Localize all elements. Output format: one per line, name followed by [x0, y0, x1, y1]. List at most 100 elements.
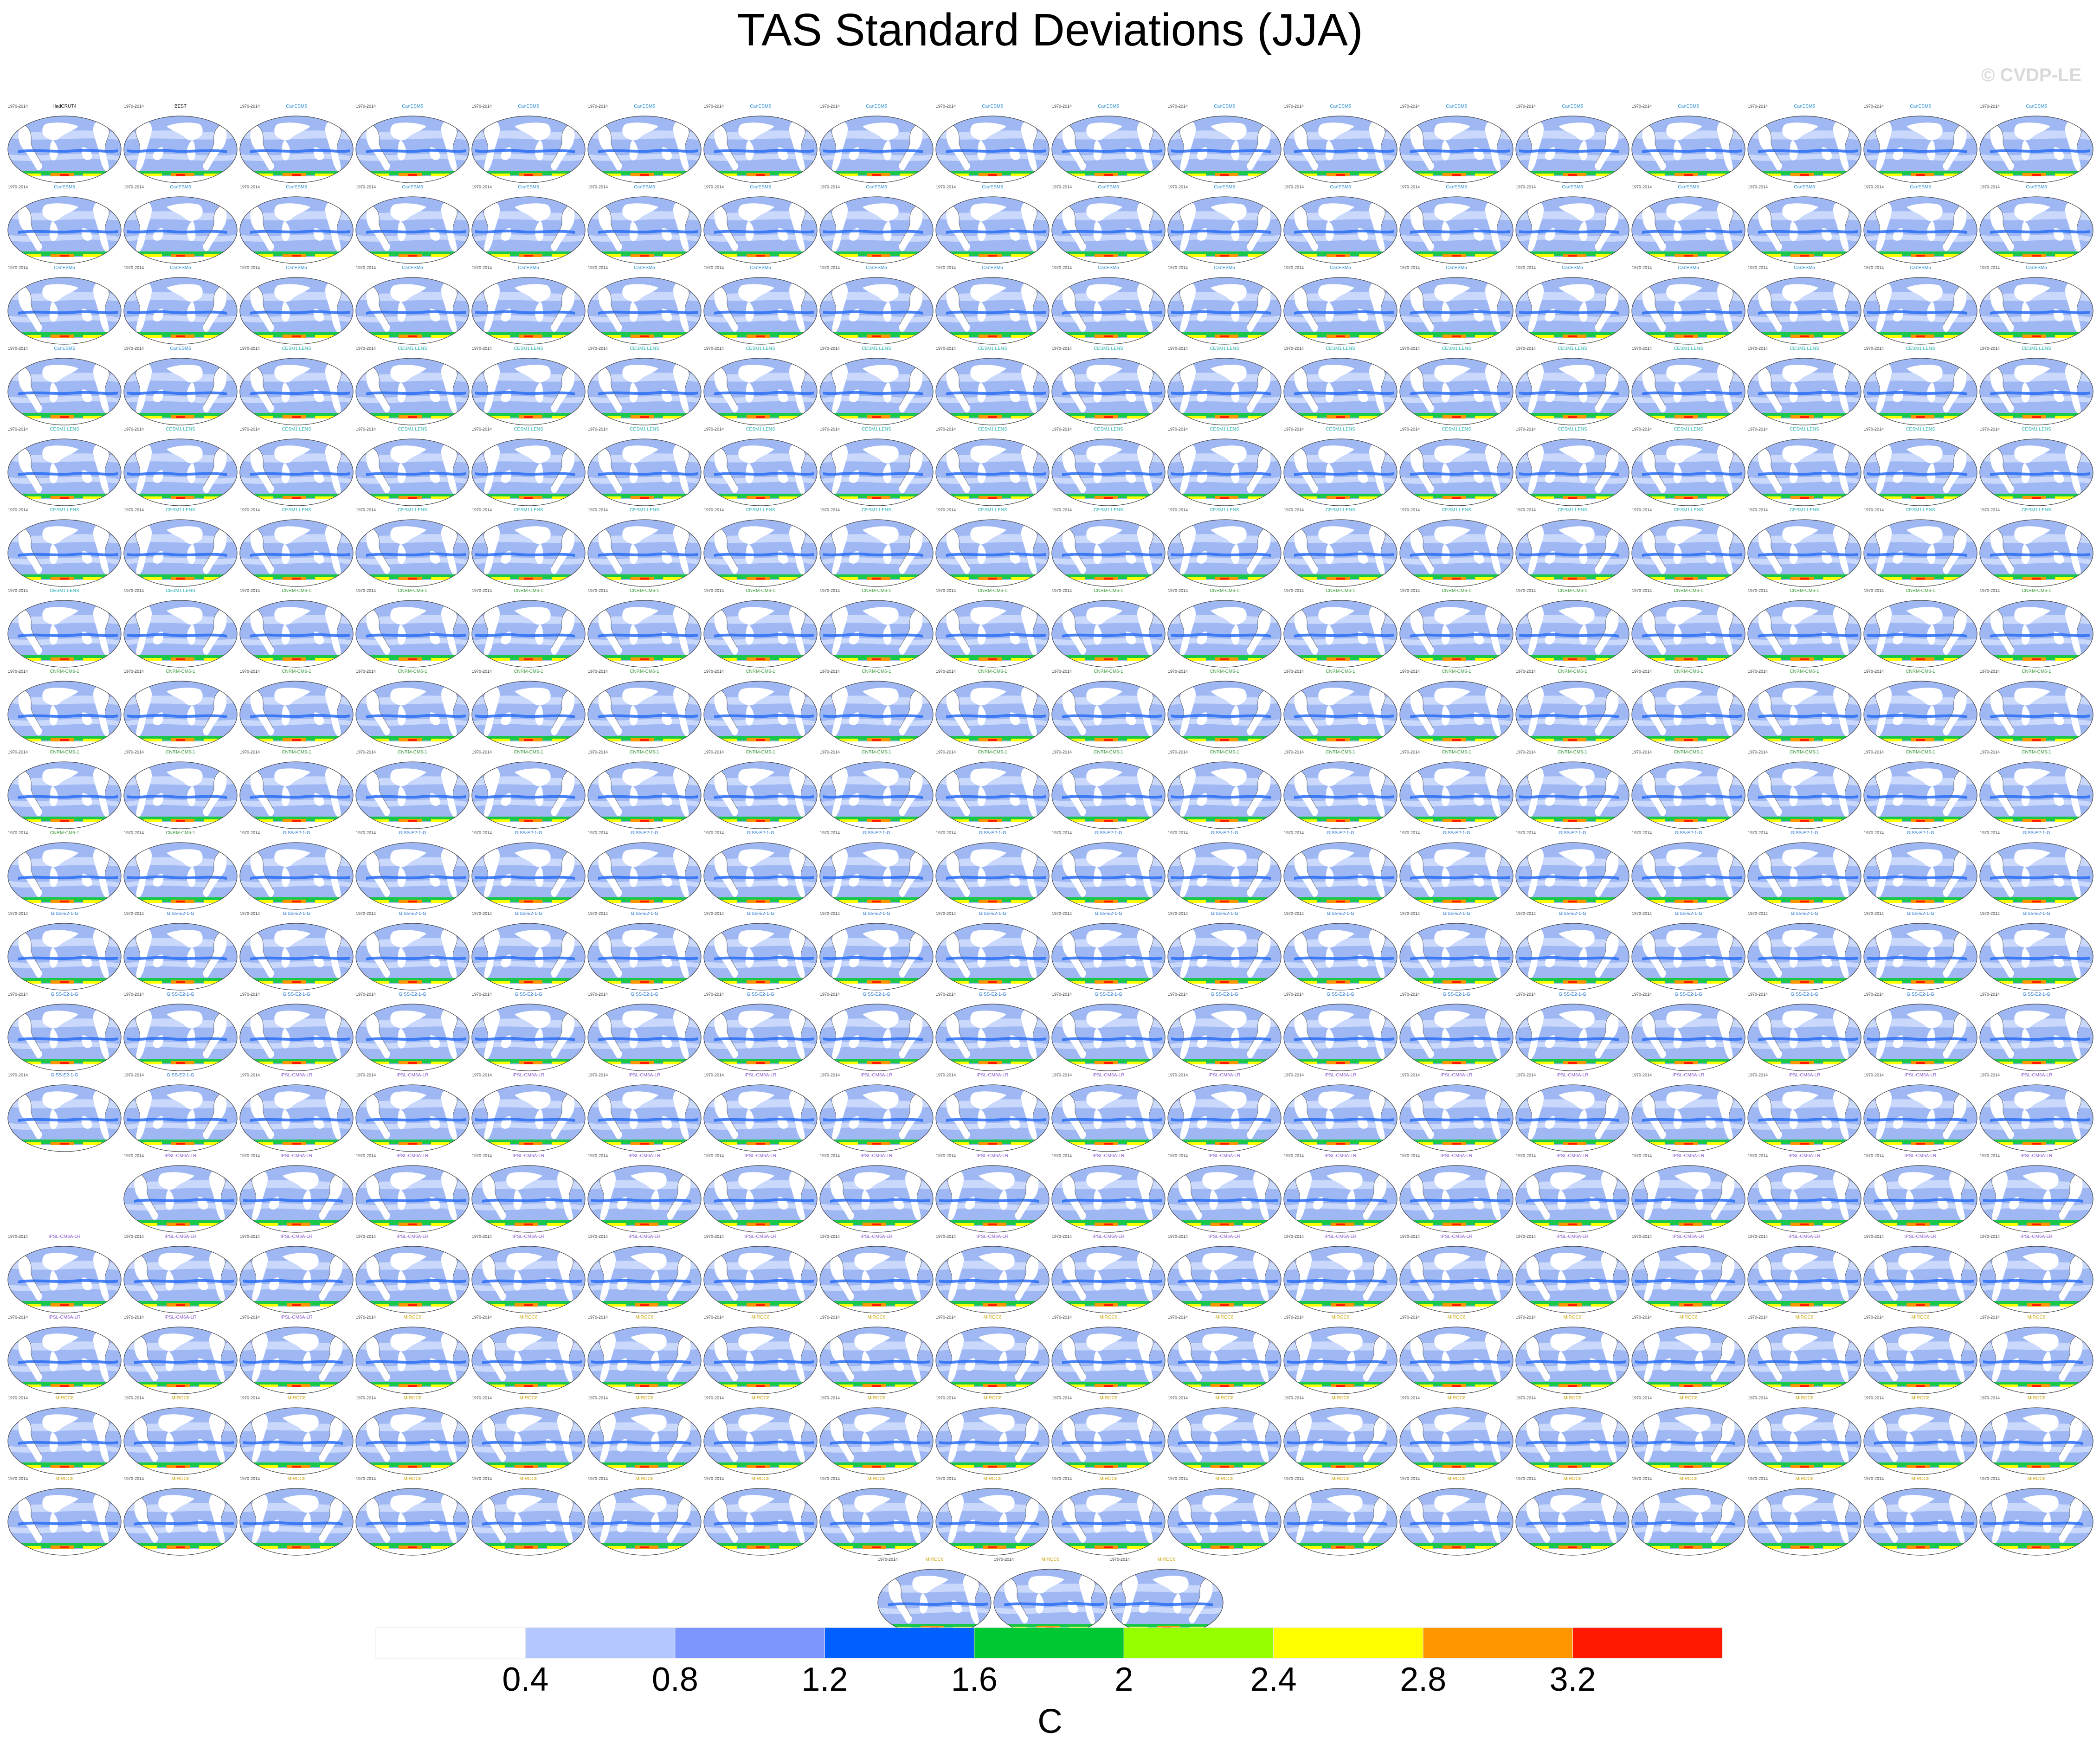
panel-title: MIROC6: [1100, 1396, 1118, 1401]
panel-period: 1970-2014: [240, 750, 260, 754]
map-panel: 1970-2014 IPSL-CM6A-LR: [355, 1153, 470, 1233]
map-panel: 1970-2014 CESM1 LENS: [355, 427, 470, 506]
map-panel: 1970-2014 CanESM5: [587, 185, 702, 264]
map-panel: 1970-2014 CESM1 LENS: [703, 427, 818, 506]
panel-title: MIROC6: [56, 1476, 74, 1481]
figure-title: TAS Standard Deviations (JJA): [737, 4, 1363, 55]
panel-title: IPSL-CM6A-LR: [629, 1073, 661, 1078]
panel-period: 1970-2014: [124, 911, 144, 916]
map-panel: 1970-2014 GISS-E2-1-G: [703, 911, 818, 991]
map-panel: 1970-2014 CanESM5: [1399, 265, 1514, 345]
map-panel: 1970-2014 IPSL-CM6A-LR: [1399, 1073, 1514, 1152]
panel-period: 1970-2014: [124, 1234, 144, 1239]
panel-title: CESM1 LENS: [1558, 508, 1587, 513]
panel-title: CESM1 LENS: [50, 588, 79, 593]
map-panel: 1970-2014 CESM1 LENS: [1515, 346, 1630, 425]
map-panel: 1970-2014 CNRM-CM6-1: [239, 588, 354, 668]
panel-period: 1970-2014: [124, 1073, 144, 1077]
panel-period: 1970-2014: [472, 427, 492, 431]
map-panel: 1970-2014 IPSL-CM6A-LR: [703, 1153, 818, 1233]
panel-title: GISS-E2-1-G: [399, 911, 426, 916]
panel-period: 1970-2014: [356, 669, 376, 674]
map-panel: 1970-2014 GISS-E2-1-G: [471, 831, 586, 910]
panel-period: 1970-2014: [8, 185, 28, 189]
map-panel: 1970-2014 CanESM5: [1979, 104, 2094, 183]
panel-period: 1970-2014: [472, 104, 492, 109]
map-panel: 1970-2014 MIROC6: [1979, 1315, 2094, 1394]
panel-period: 1970-2014: [1980, 750, 2000, 754]
panel-period: 1970-2014: [936, 508, 956, 512]
panel-title: IPSL-CM6A-LR: [745, 1234, 777, 1239]
panel-period: 1970-2014: [1168, 265, 1188, 270]
panel-title: IPSL-CM6A-LR: [1789, 1234, 1821, 1239]
map-panel: 1970-2014 IPSL-CM6A-LR: [1863, 1073, 1978, 1152]
panel-period: 1970-2014: [8, 1396, 28, 1400]
watermark: © CVDP-LE: [1981, 65, 2081, 85]
panel-period: 1970-2014: [936, 669, 956, 674]
panel-period: 1970-2014: [820, 911, 840, 916]
panel-title: CESM1 LENS: [862, 346, 891, 351]
panel-title: MIROC6: [984, 1396, 1002, 1401]
panel-title: IPSL-CM6A-LR: [2021, 1234, 2053, 1239]
panel-title: CanESM5: [518, 104, 539, 109]
colorbar-tick-label: 0.4: [502, 1661, 548, 1698]
map-panel: 1970-2014 CNRM-CM6-1: [1515, 588, 1630, 668]
map-panel: 1970-2014 CanESM5: [355, 185, 470, 264]
map-panel: 1970-2014 IPSL-CM6A-LR: [239, 1073, 354, 1152]
panel-period: 1970-2014: [820, 750, 840, 754]
map-panel: 1970-2014 IPSL-CM6A-LR: [123, 1234, 238, 1314]
map-panel: 1970-2014 IPSL-CM6A-LR: [1051, 1234, 1166, 1314]
panel-period: 1970-2014: [704, 588, 724, 593]
map-panel: 1970-2014 MIROC6: [1631, 1315, 1746, 1394]
panel-title: CNRM-CM6-1: [1442, 669, 1471, 674]
map-panel: 1970-2014 CanESM5: [935, 104, 1050, 183]
panel-period: 1970-2014: [1168, 750, 1188, 754]
panel-title: CESM1 LENS: [1326, 508, 1355, 513]
panel-period: 1970-2014: [1052, 185, 1072, 189]
panel-period: 1970-2014: [1864, 508, 1884, 512]
map-panel: 1970-2014 MIROC6: [1863, 1396, 1978, 1475]
panel-title: IPSL-CM6A-LR: [1325, 1234, 1357, 1239]
panel-title: CanESM5: [750, 265, 771, 270]
panel-period: 1970-2014: [240, 104, 260, 109]
map-panel: 1970-2014 MIROC6: [123, 1396, 238, 1475]
map-panel: 1970-2014 GISS-E2-1-G: [355, 992, 470, 1071]
map-panel: 1970-2014 IPSL-CM6A-LR: [355, 1234, 470, 1314]
panel-period: 1970-2014: [240, 185, 260, 189]
panel-period: 1970-2014: [124, 1315, 144, 1320]
panel-period: 1970-2014: [820, 104, 840, 109]
panel-period: 1970-2014: [704, 346, 724, 351]
panel-title: CNRM-CM6-1: [1906, 750, 1935, 755]
map-panel: 1970-2014 CESM1 LENS: [355, 508, 470, 587]
panel-title: CNRM-CM6-1: [746, 588, 775, 593]
map-panel: 1970-2014 GISS-E2-1-G: [1515, 992, 1630, 1071]
panel-title: CanESM5: [982, 104, 1003, 109]
panel-title: CNRM-CM6-1: [978, 669, 1007, 674]
panel-title: IPSL-CM6A-LR: [977, 1234, 1009, 1239]
map-panel: 1970-2014 IPSL-CM6A-LR: [1515, 1073, 1630, 1152]
panel-title: CNRM-CM6-1: [1442, 750, 1471, 755]
panel-period: 1970-2014: [820, 1073, 840, 1077]
map-panel: 1970-2014 IPSL-CM6A-LR: [1747, 1234, 1862, 1314]
panel-period: 1970-2014: [240, 1153, 260, 1158]
panel-period: 1970-2014: [240, 911, 260, 916]
panel-period: 1970-2014: [8, 1073, 28, 1077]
map-panel: 1970-2014 CNRM-CM6-1: [1051, 588, 1166, 668]
map-panel: 1970-2014 IPSL-CM6A-LR: [1283, 1153, 1398, 1233]
map-panel: 1970-2014 CanESM5: [471, 185, 586, 264]
panel-title: MIROC6: [2028, 1315, 2046, 1320]
panel-title: CanESM5: [1446, 265, 1467, 270]
panel-title: CNRM-CM6-1: [2022, 669, 2051, 674]
map-panel: 1970-2014 MIROC6: [1863, 1315, 1978, 1394]
panel-title: CNRM-CM6-1: [1674, 750, 1703, 755]
panel-title: GISS-E2-1-G: [1791, 911, 1818, 916]
map-panel: 1970-2014 CESM1 LENS: [1747, 346, 1862, 425]
panel-period: 1970-2014: [1864, 427, 1884, 431]
panel-period: 1970-2014: [472, 1396, 492, 1400]
map-panel: 1970-2014 GISS-E2-1-G: [819, 992, 934, 1071]
panel-period: 1970-2014: [1400, 1476, 1420, 1481]
panel-period: 1970-2014: [1632, 1476, 1652, 1481]
panel-title: CanESM5: [54, 265, 75, 270]
map-panel: 1970-2014 GISS-E2-1-G: [471, 911, 586, 991]
panel-period: 1970-2014: [1632, 346, 1652, 351]
